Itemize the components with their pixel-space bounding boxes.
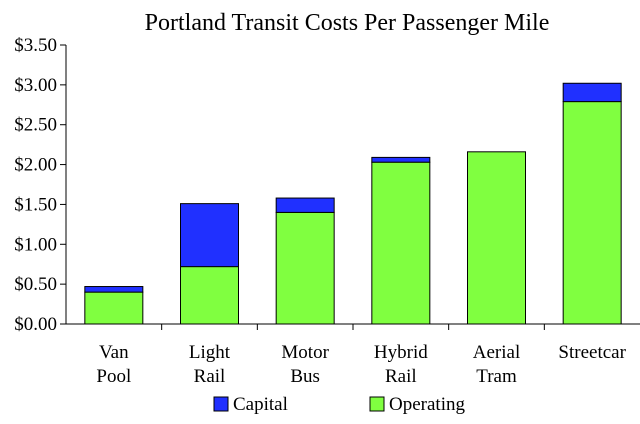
bar-operating (84, 291, 144, 325)
y-tick-label: $0.00 (14, 314, 57, 335)
bar-operating (467, 151, 526, 325)
x-category-label: Tram (476, 366, 517, 387)
legend-label-operating: Operating (389, 394, 465, 415)
x-category-label: Light (189, 342, 231, 363)
bar-operating (275, 211, 335, 325)
x-category-label: Rail (385, 366, 417, 387)
bar-operating (180, 266, 239, 325)
y-tick-label: $0.50 (14, 274, 57, 295)
bar-capital (180, 203, 239, 268)
legend: Capital Operating (213, 394, 465, 415)
x-category-label: Hybrid (374, 342, 428, 363)
x-category-label: Streetcar (558, 342, 626, 363)
bar-capital (371, 156, 431, 163)
chart-title: Portland Transit Costs Per Passenger Mil… (145, 10, 550, 36)
bar-operating (562, 101, 622, 325)
y-tick-label: $3.00 (14, 75, 57, 96)
plot-area: $0.00 $0.50 $1.00 $1.50 $2.00 $2.50 $3.00 $3.50… (14, 35, 640, 387)
bar-capital (562, 82, 622, 103)
y-tick-label: $1.50 (14, 194, 57, 215)
x-category-label: Pool (96, 366, 131, 387)
x-category-label: Bus (290, 366, 320, 387)
y-tick-label: $1.00 (14, 234, 57, 255)
bar-capital (275, 197, 335, 213)
y-tick-label: $3.50 (14, 35, 57, 56)
x-category-label: Aerial (473, 342, 520, 363)
x-category-label: Van (99, 342, 129, 363)
legend-swatch-capital (213, 396, 229, 412)
bar-capital (84, 286, 144, 293)
y-tick-label: $2.50 (14, 115, 57, 136)
x-category-label: Motor (281, 342, 329, 363)
bar-operating (371, 161, 431, 325)
y-tick-label: $2.00 (14, 155, 57, 176)
legend-label-capital: Capital (233, 394, 288, 415)
legend-swatch-operating (369, 396, 385, 412)
x-category-label: Rail (194, 366, 226, 387)
